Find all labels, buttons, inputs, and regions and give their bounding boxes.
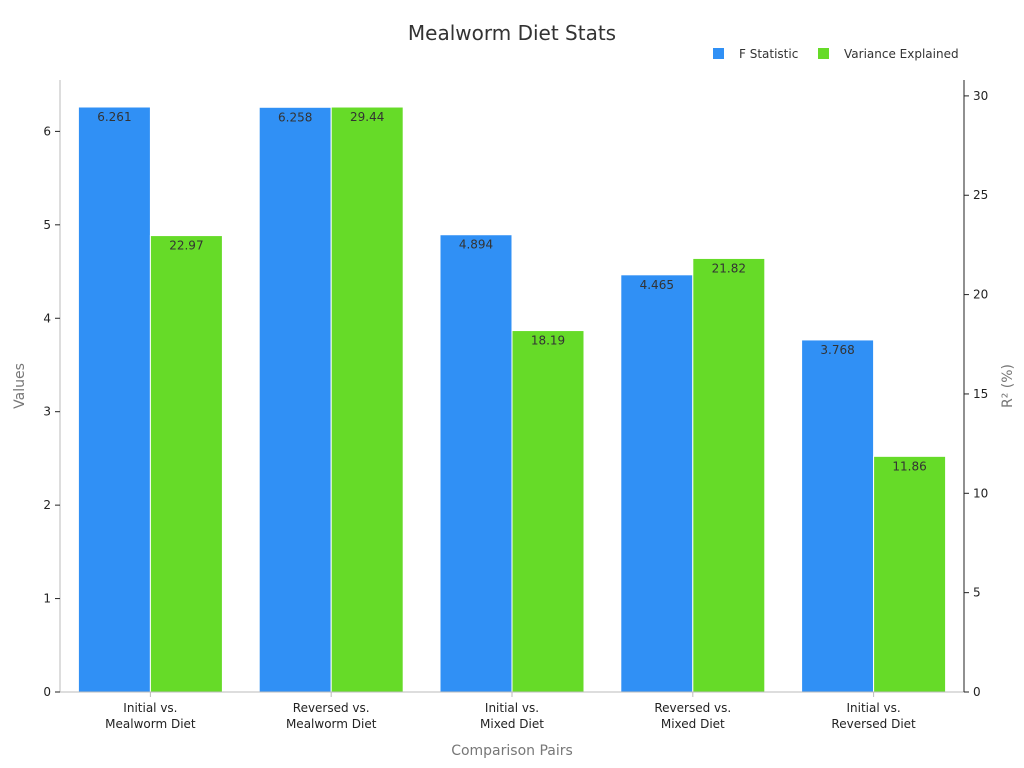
y-tick-label: 2 xyxy=(43,498,51,512)
y2-tick-label: 15 xyxy=(973,387,988,401)
y2-tick-label: 20 xyxy=(973,288,988,302)
x-tick-label: Mealworm Diet xyxy=(105,717,196,731)
x-tick-label: Initial vs. xyxy=(485,701,539,715)
data-label: 6.258 xyxy=(278,110,312,124)
bar-variance-explained-4 xyxy=(873,455,947,693)
bar-f-statistic-3 xyxy=(620,274,694,693)
y-tick-label: 1 xyxy=(43,592,51,606)
data-label: 21.82 xyxy=(712,261,746,275)
chart-title: Mealworm Diet Stats xyxy=(408,21,616,45)
bar-f-statistic-0 xyxy=(77,106,151,693)
data-label: 11.86 xyxy=(892,459,926,473)
legend-swatch xyxy=(818,48,829,59)
x-tick-label: Mixed Diet xyxy=(480,717,544,731)
y-tick-label: 3 xyxy=(43,405,51,419)
legend-swatch xyxy=(713,48,724,59)
legend-label: F Statistic xyxy=(739,47,798,61)
bar-f-statistic-2 xyxy=(439,234,513,693)
bar-f-statistic-1 xyxy=(258,106,332,693)
x-tick-label: Reversed vs. xyxy=(293,701,370,715)
axes: Initial vs. Mealworm Diet Reversed vs. Meal… xyxy=(43,80,988,731)
y2-tick-label: 0 xyxy=(973,685,981,699)
y-tick-label: 4 xyxy=(43,311,51,325)
bar-variance-explained-1 xyxy=(330,106,404,693)
x-tick-label: Initial vs. xyxy=(123,701,177,715)
y2-tick-label: 5 xyxy=(973,586,981,600)
y-axis-label: Values xyxy=(12,363,28,409)
x-tick-label: Mixed Diet xyxy=(661,717,725,731)
bar-f-statistic-4 xyxy=(801,339,875,693)
data-label: 22.97 xyxy=(169,239,203,253)
bar-variance-explained-0 xyxy=(149,235,223,693)
bar-variance-explained-3 xyxy=(692,257,766,693)
data-label: 3.768 xyxy=(820,343,854,357)
bar-variance-explained-2 xyxy=(511,330,585,693)
y2-tick-label: 10 xyxy=(973,486,988,500)
legend-label: Variance Explained xyxy=(844,47,959,61)
data-label: 18.19 xyxy=(531,334,565,348)
y-tick-label: 5 xyxy=(43,218,51,232)
data-label: 4.894 xyxy=(459,238,493,252)
bars: 6.261 22.97 6.258 29.44 4.894 18.19 4.465 21.82… xyxy=(77,106,947,693)
legend: F Statistic Variance Explained xyxy=(713,47,959,61)
x-tick-label: Mealworm Diet xyxy=(286,717,377,731)
x-axis-label: Comparison Pairs xyxy=(451,743,573,759)
y2-tick-label: 30 xyxy=(973,89,988,103)
y2-axis-label: R² (%) xyxy=(1000,364,1016,408)
data-label: 4.465 xyxy=(640,278,674,292)
x-tick-label: Initial vs. xyxy=(847,701,901,715)
data-label: 29.44 xyxy=(350,110,384,124)
x-tick-label: Reversed vs. xyxy=(654,701,731,715)
y2-tick-label: 25 xyxy=(973,188,988,202)
y-tick-label: 0 xyxy=(43,685,51,699)
y-tick-label: 6 xyxy=(43,124,51,138)
data-label: 6.261 xyxy=(97,110,131,124)
x-tick-label: Reversed Diet xyxy=(831,717,916,731)
